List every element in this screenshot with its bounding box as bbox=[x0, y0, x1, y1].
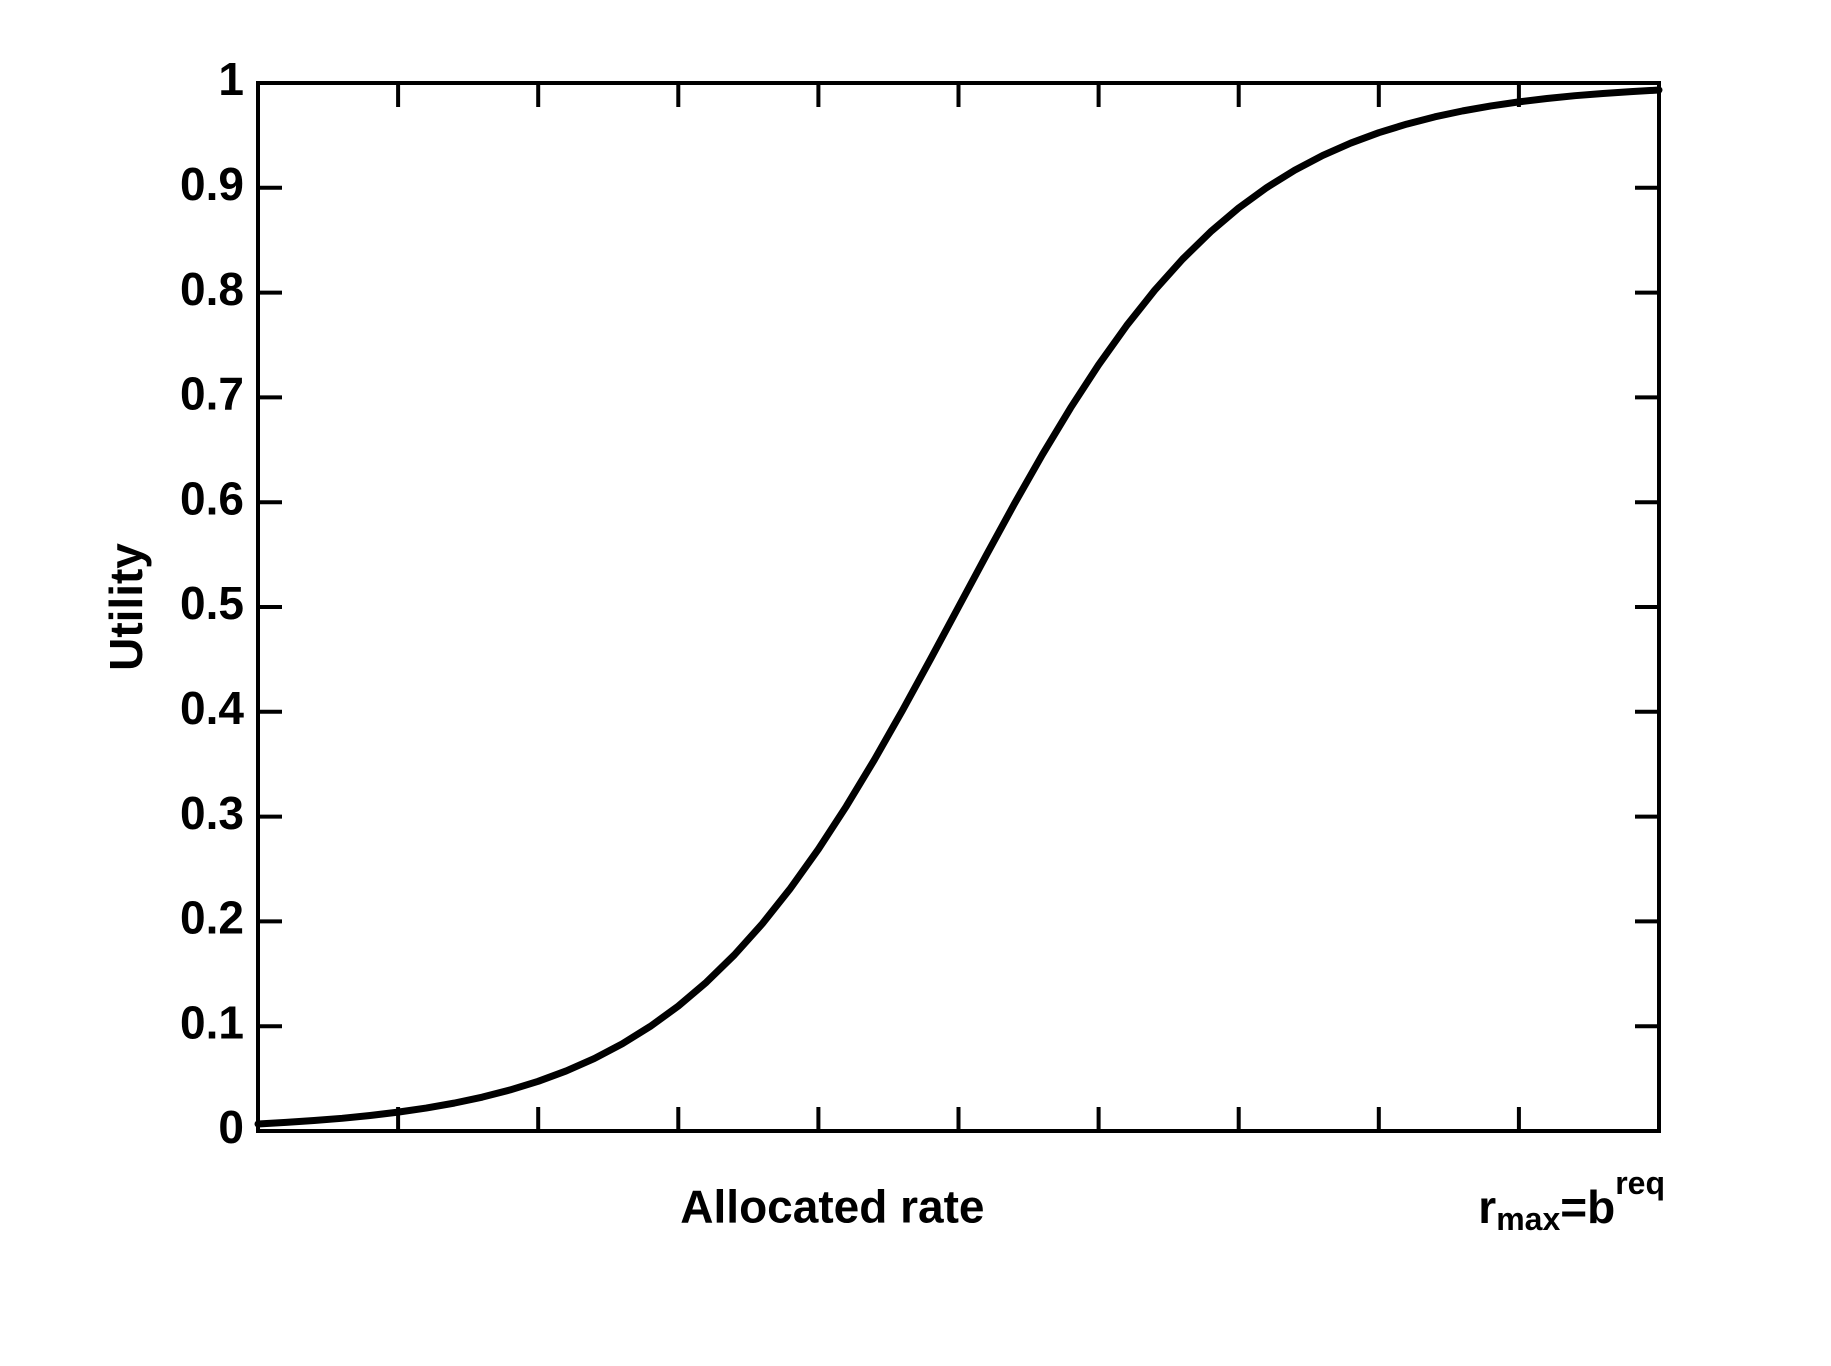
utility-curve-chart: 0 0.1 0.2 0.3 0.4 0.5 0.6 0.7 0.8 0.9 1 Utility Allo… bbox=[0, 0, 1831, 1366]
utility-curve bbox=[258, 90, 1659, 1124]
chart-container: 0 0.1 0.2 0.3 0.4 0.5 0.6 0.7 0.8 0.9 1 Utility Allo… bbox=[0, 0, 1831, 1366]
ytick-label: 0.8 bbox=[180, 263, 244, 315]
ytick-label: 0.9 bbox=[180, 158, 244, 210]
ytick-label: 0.4 bbox=[180, 682, 244, 734]
ytick-label: 0.7 bbox=[180, 368, 244, 420]
ytick-label: 0.5 bbox=[180, 577, 244, 629]
ytick-label: 0.2 bbox=[180, 892, 244, 944]
x-axis-label: Allocated rate bbox=[680, 1181, 984, 1233]
ytick-label: 0 bbox=[218, 1101, 244, 1153]
ytick-label: 0.3 bbox=[180, 787, 244, 839]
ytick-label: 0.6 bbox=[180, 472, 244, 524]
y-axis-label: Utility bbox=[100, 543, 152, 671]
x-axis-right-annotation: rmax=breq bbox=[1478, 1165, 1665, 1237]
ytick-label: 0.1 bbox=[180, 996, 244, 1048]
ytick-label: 1 bbox=[218, 53, 244, 105]
